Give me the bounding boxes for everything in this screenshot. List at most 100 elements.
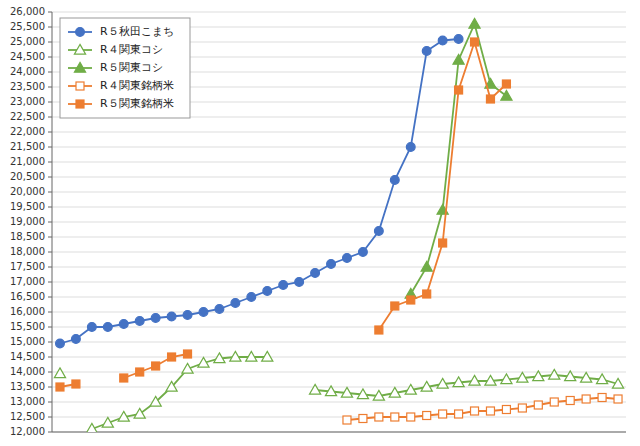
point [438, 36, 447, 45]
grid-line [52, 147, 626, 148]
grid [52, 12, 626, 432]
y-tick [48, 342, 52, 343]
point [439, 410, 447, 418]
point [391, 302, 399, 310]
point [518, 404, 526, 412]
point [341, 387, 352, 397]
y-tick-label: 13,000 [10, 396, 45, 407]
y-tick-label: 23,500 [10, 81, 45, 92]
point [375, 413, 383, 421]
grid-line [52, 177, 626, 178]
point [455, 86, 463, 94]
point [454, 35, 463, 44]
grid-line [52, 282, 626, 283]
grid-line [52, 207, 626, 208]
point [309, 384, 320, 394]
point [184, 350, 192, 358]
line [92, 357, 618, 429]
y-tick-label: 21,000 [10, 156, 45, 167]
series [405, 18, 512, 298]
point [421, 261, 432, 271]
point [596, 374, 607, 384]
y-tick [48, 417, 52, 418]
grid-line [52, 132, 626, 133]
point [183, 311, 192, 320]
y-tick-label: 17,000 [10, 276, 45, 287]
point [598, 394, 606, 402]
point [439, 239, 447, 247]
y-tick [48, 387, 52, 388]
line [411, 24, 507, 294]
point [359, 415, 367, 423]
y-tick-label: 22,000 [10, 126, 45, 137]
point [501, 90, 512, 100]
y-tick [48, 252, 52, 253]
point [136, 368, 144, 376]
y-tick-label: 19,500 [10, 201, 45, 212]
y-tick [48, 177, 52, 178]
point [295, 278, 304, 287]
point [230, 351, 241, 361]
y-tick [48, 207, 52, 208]
point [247, 293, 256, 302]
legend-marker [76, 28, 85, 37]
y-tick [48, 27, 52, 28]
point [502, 406, 510, 414]
grid-line [52, 387, 626, 388]
series [56, 35, 463, 348]
grid-line [52, 162, 626, 163]
y-tick-label: 14,000 [10, 366, 45, 377]
point [614, 395, 622, 403]
legend-label: R４関東コシ [100, 43, 163, 56]
point [486, 95, 494, 103]
point [373, 390, 384, 400]
y-tick-label: 17,500 [10, 261, 45, 272]
point [486, 407, 494, 415]
point [343, 416, 351, 424]
point [231, 299, 240, 308]
y-tick [48, 402, 52, 403]
point [152, 362, 160, 370]
point [359, 248, 368, 257]
y-tick-label: 25,500 [10, 21, 45, 32]
y-tick-label: 24,000 [10, 66, 45, 77]
point [389, 387, 400, 397]
point [581, 372, 592, 382]
y-tick [48, 222, 52, 223]
y-tick-label: 24,500 [10, 51, 45, 62]
y-tick-label: 14,500 [10, 351, 45, 362]
legend-label: R５関東銘柄米 [100, 97, 174, 110]
y-tick-label: 18,500 [10, 231, 45, 242]
y-tick-label: 22,500 [10, 111, 45, 122]
y-tick [48, 72, 52, 73]
y-tick-label: 13,500 [10, 381, 45, 392]
y-tick [48, 327, 52, 328]
y-tick-label: 12,500 [10, 411, 45, 422]
point [469, 18, 480, 28]
grid-line [52, 327, 626, 328]
point [327, 260, 336, 269]
point [262, 351, 273, 361]
y-tick [48, 132, 52, 133]
point [421, 381, 432, 391]
point [453, 54, 464, 64]
y-tick-label: 16,000 [10, 306, 45, 317]
y-tick [48, 87, 52, 88]
point [471, 38, 479, 46]
point [612, 378, 623, 388]
point [391, 413, 399, 421]
point [407, 296, 415, 304]
point [453, 377, 464, 387]
legend-box [60, 18, 190, 118]
point [582, 395, 590, 403]
y-tick [48, 372, 52, 373]
legend-marker [76, 82, 84, 90]
x-axis-line [52, 432, 626, 433]
point [534, 401, 542, 409]
legend-marker [74, 44, 85, 54]
line [60, 39, 459, 344]
legend: R５秋田こまちR４関東コシR５関東コシR４関東銘柄米R５関東銘柄米 [60, 18, 190, 118]
point [517, 372, 528, 382]
point [103, 323, 112, 332]
point [263, 287, 272, 296]
